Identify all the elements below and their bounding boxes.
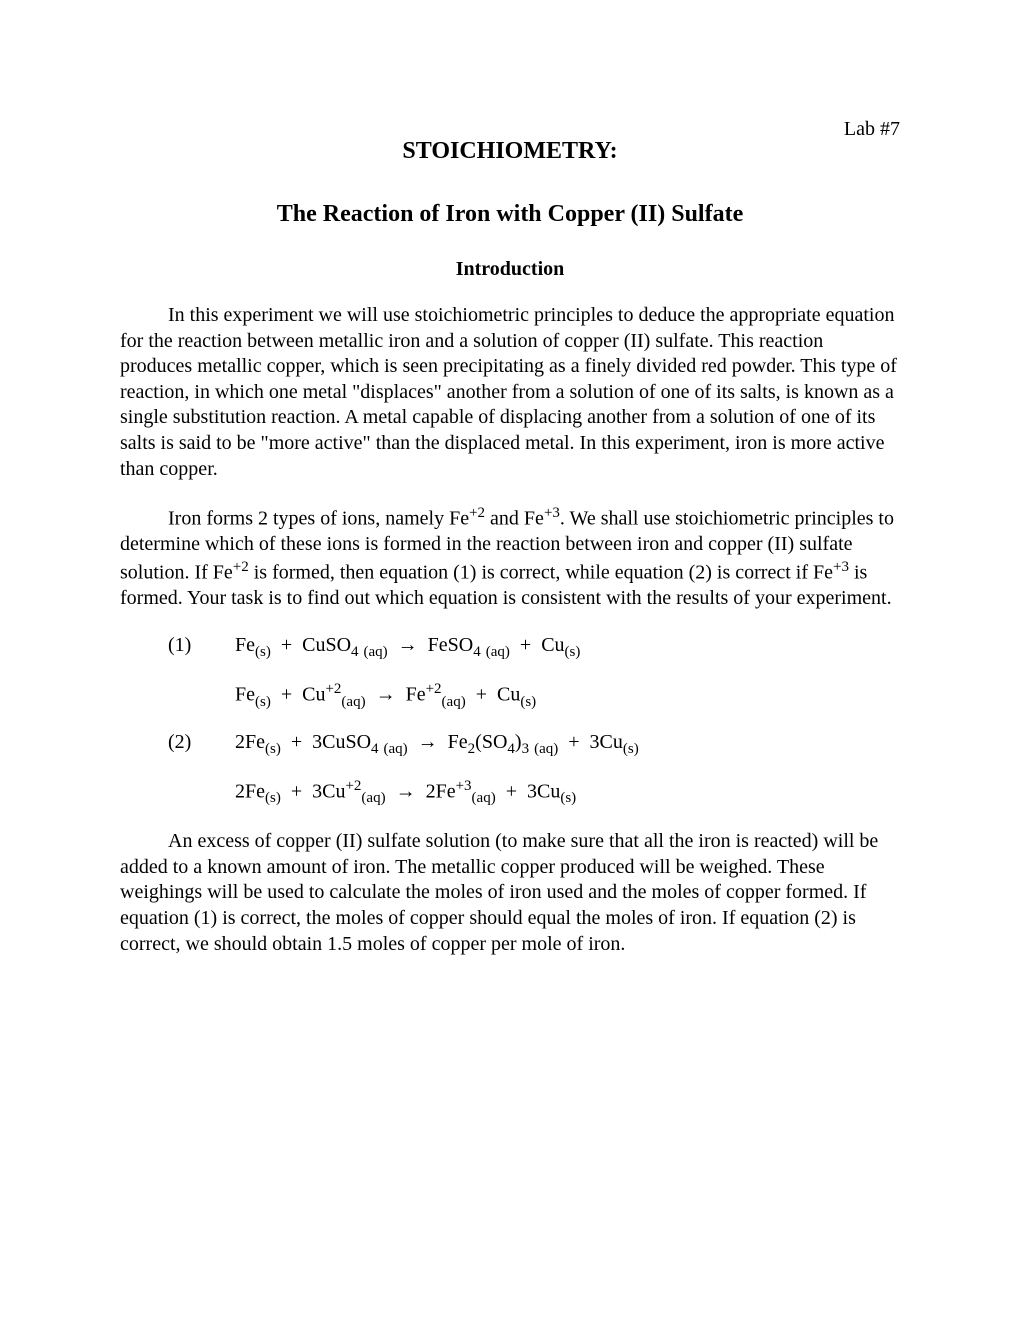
species-fe-b: Fe	[235, 684, 255, 706]
state-aq-d: (aq)	[442, 694, 466, 710]
coef-3d: 3	[527, 780, 537, 802]
state-s-e: (s)	[265, 741, 281, 757]
species-cu-ion: Cu	[302, 684, 325, 706]
state-s-c: (s)	[255, 694, 271, 710]
equation-1-molecular: (1) Fe(s) + CuSO4 (aq) → FeSO4 (aq) + Cu…	[168, 634, 900, 661]
coef-2c: 2	[426, 780, 436, 802]
p2-text-b: and Fe	[485, 508, 544, 530]
coef-2: 2	[235, 731, 245, 753]
species-fe2so43-c: )	[515, 731, 522, 753]
state-s-f: (s)	[623, 741, 639, 757]
species-cu: Cu	[541, 634, 564, 656]
state-aq-c: (aq)	[341, 694, 365, 710]
coef-3b: 3	[590, 731, 600, 753]
state-aq-f: (aq)	[534, 741, 558, 757]
reaction-arrow: →	[398, 634, 418, 656]
coef-3: 3	[312, 731, 322, 753]
sub-4: 4	[351, 644, 359, 660]
state-s-b: (s)	[565, 644, 581, 660]
species-fe-ion-b: Fe	[436, 780, 456, 802]
intro-paragraph-3: An excess of copper (II) sulfate solutio…	[120, 829, 900, 957]
section-heading: Introduction	[120, 258, 900, 281]
state-aq-g: (aq)	[361, 790, 385, 806]
sub-3: 3	[522, 741, 530, 757]
equation-block: (1) Fe(s) + CuSO4 (aq) → FeSO4 (aq) + Cu…	[168, 634, 900, 807]
reaction-arrow-d: →	[396, 780, 416, 802]
charge-fe2: +2	[426, 681, 442, 697]
charge-plus3: +3	[544, 505, 560, 521]
page-title-main: STOICHIOMETRY:	[120, 138, 900, 165]
equation-2-ionic: 2Fe(s) + 3Cu+2(aq) → 2Fe+3(aq) + 3Cu(s)	[168, 778, 900, 808]
sub-4c: 4	[371, 741, 379, 757]
p2-text-d: is formed, then equation (1) is correct,…	[249, 562, 833, 584]
species-fe-c: Fe	[245, 731, 265, 753]
sub-4b: 4	[473, 644, 481, 660]
charge-cu2: +2	[325, 681, 341, 697]
eq-label-1: (1)	[168, 634, 230, 657]
equation-2-molecular: (2) 2Fe(s) + 3CuSO4 (aq) → Fe2(SO4)3 (aq…	[168, 731, 900, 758]
intro-paragraph-2: Iron forms 2 types of ions, namely Fe+2 …	[120, 504, 900, 612]
state-aq-b: (aq)	[486, 644, 510, 660]
state-s-h: (s)	[560, 790, 576, 806]
species-feso4: FeSO	[428, 634, 474, 656]
state-s: (s)	[255, 644, 271, 660]
charge-plus3b: +3	[833, 559, 849, 575]
p2-text-a: Iron forms 2 types of ions, namely Fe	[168, 508, 469, 530]
charge-cu2b: +2	[345, 778, 361, 794]
charge-plus2b: +2	[233, 559, 249, 575]
state-aq-h: (aq)	[472, 790, 496, 806]
coef-2b: 2	[235, 780, 245, 802]
state-aq: (aq)	[364, 644, 388, 660]
species-cuso4-b: CuSO	[322, 731, 371, 753]
species-fe2so43-b: (SO	[475, 731, 507, 753]
species-cu-c: Cu	[600, 731, 623, 753]
sub-4d: 4	[507, 741, 515, 757]
species-fe-ion: Fe	[406, 684, 426, 706]
lab-number: Lab #7	[844, 118, 900, 141]
sub-2: 2	[468, 741, 476, 757]
equation-1-ionic: Fe(s) + Cu+2(aq) → Fe+2(aq) + Cu(s)	[168, 681, 900, 711]
state-s-g: (s)	[265, 790, 281, 806]
species-cu-d: Cu	[537, 780, 560, 802]
species-cu-b: Cu	[497, 684, 520, 706]
species-fe-d: Fe	[245, 780, 265, 802]
eq-label-2: (2)	[168, 731, 230, 754]
page-title-sub: The Reaction of Iron with Copper (II) Su…	[120, 201, 900, 228]
charge-plus2: +2	[469, 505, 485, 521]
species-cu-ion-b: Cu	[322, 780, 345, 802]
species-cuso4: CuSO	[302, 634, 351, 656]
charge-fe3: +3	[456, 778, 472, 794]
species-fe2so43-a: Fe	[448, 731, 468, 753]
reaction-arrow-b: →	[376, 684, 396, 706]
state-aq-e: (aq)	[384, 741, 408, 757]
coef-3c: 3	[312, 780, 322, 802]
reaction-arrow-c: →	[418, 731, 438, 753]
state-s-d: (s)	[520, 694, 536, 710]
intro-paragraph-1: In this experiment we will use stoichiom…	[120, 303, 900, 482]
species-fe: Fe	[235, 634, 255, 656]
